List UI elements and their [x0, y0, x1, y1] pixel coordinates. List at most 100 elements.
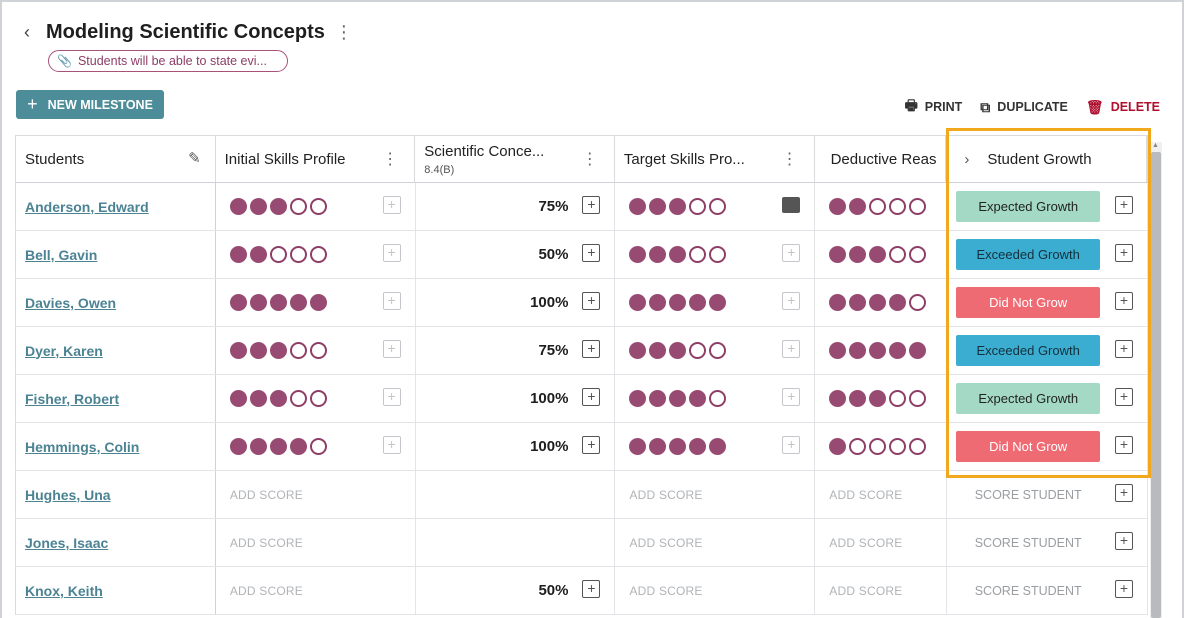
- add-comment-icon[interactable]: +: [1115, 484, 1133, 502]
- initial-skills-cell[interactable]: +: [216, 279, 416, 326]
- deductive-reasoning-cell[interactable]: ADD SCORE: [815, 471, 948, 518]
- add-score-label[interactable]: ADD SCORE: [829, 535, 903, 550]
- rating-dots[interactable]: [829, 294, 927, 311]
- add-comment-icon[interactable]: +: [582, 292, 601, 310]
- student-growth-cell[interactable]: Exceeded Growth +: [947, 327, 1148, 374]
- pencil-icon[interactable]: ✎: [188, 150, 201, 167]
- deductive-reasoning-cell[interactable]: [815, 279, 948, 326]
- rating-dots[interactable]: [629, 438, 727, 455]
- rating-dots[interactable]: [829, 342, 927, 359]
- student-name-link[interactable]: Hughes, Una: [25, 486, 111, 503]
- add-comment-icon[interactable]: +: [782, 340, 801, 358]
- add-score-label[interactable]: ADD SCORE: [229, 535, 303, 550]
- deductive-reasoning-cell[interactable]: [815, 183, 948, 230]
- target-skills-cell[interactable]: +: [615, 279, 816, 326]
- delete-button[interactable]: 🗑 DELETE: [1086, 95, 1160, 119]
- add-score-label[interactable]: ADD SCORE: [229, 487, 303, 502]
- student-name-link[interactable]: Hemmings, Colin: [25, 438, 140, 455]
- rating-dots[interactable]: [829, 246, 927, 263]
- add-comment-icon[interactable]: +: [582, 340, 601, 358]
- student-name-link[interactable]: Anderson, Edward: [25, 198, 149, 215]
- deductive-reasoning-cell[interactable]: [815, 375, 948, 422]
- rating-dots[interactable]: [229, 246, 327, 263]
- growth-badge[interactable]: Did Not Grow: [956, 287, 1101, 318]
- initial-skills-cell[interactable]: ADD SCORE: [216, 519, 416, 566]
- add-comment-icon[interactable]: +: [382, 292, 401, 310]
- initial-skills-cell[interactable]: +: [216, 327, 416, 374]
- add-score-label[interactable]: ADD SCORE: [229, 583, 303, 598]
- deductive-reasoning-cell[interactable]: ADD SCORE: [815, 519, 948, 566]
- student-growth-cell[interactable]: Exceeded Growth +: [947, 231, 1148, 278]
- add-comment-icon[interactable]: +: [1115, 532, 1133, 550]
- rating-dots[interactable]: [629, 342, 727, 359]
- initial-skills-cell[interactable]: +: [216, 183, 416, 230]
- student-name-link[interactable]: Fisher, Robert: [25, 390, 120, 407]
- add-comment-icon[interactable]: +: [382, 340, 401, 358]
- scientific-concepts-cell[interactable]: 50% +: [416, 567, 616, 614]
- add-comment-icon[interactable]: +: [382, 436, 401, 454]
- target-skills-cell[interactable]: +: [615, 327, 816, 374]
- chevron-right-icon[interactable]: ›: [964, 150, 970, 168]
- target-skills-cell[interactable]: ADD SCORE: [615, 567, 816, 614]
- rating-dots[interactable]: [629, 294, 727, 311]
- deductive-reasoning-cell[interactable]: [815, 327, 948, 374]
- title-menu-icon[interactable]: ⋮: [334, 21, 353, 42]
- student-name-link[interactable]: Knox, Keith: [25, 582, 103, 599]
- deductive-reasoning-cell[interactable]: [815, 231, 948, 278]
- student-growth-cell[interactable]: Expected Growth +: [947, 375, 1148, 422]
- initial-skills-cell[interactable]: +: [216, 423, 416, 470]
- add-comment-icon[interactable]: +: [582, 244, 601, 262]
- add-score-label[interactable]: ADD SCORE: [629, 535, 703, 550]
- scientific-concepts-cell[interactable]: [416, 471, 616, 518]
- scientific-concepts-cell[interactable]: 75% +: [416, 327, 616, 374]
- column-menu-icon[interactable]: ⋮: [781, 151, 798, 168]
- vertical-scrollbar[interactable]: ▲: [1150, 142, 1162, 618]
- student-growth-cell[interactable]: SCORE STUDENT +: [947, 471, 1148, 518]
- rating-dots[interactable]: [829, 198, 927, 215]
- student-growth-cell[interactable]: SCORE STUDENT +: [947, 567, 1148, 614]
- col-header-deductive[interactable]: Deductive Reas: [815, 136, 947, 182]
- rating-dots[interactable]: [829, 438, 927, 455]
- target-skills-cell[interactable]: +: [615, 375, 816, 422]
- standard-pill[interactable]: 📎 Students will be able to state evi...: [48, 50, 288, 72]
- column-menu-icon[interactable]: ⋮: [581, 151, 598, 168]
- col-header-student-growth[interactable]: › Student Growth: [946, 136, 1147, 182]
- student-name-link[interactable]: Dyer, Karen: [25, 342, 103, 359]
- add-score-label[interactable]: ADD SCORE: [829, 487, 903, 502]
- add-score-label[interactable]: ADD SCORE: [629, 583, 703, 598]
- add-comment-icon[interactable]: +: [382, 196, 401, 214]
- initial-skills-cell[interactable]: +: [216, 231, 416, 278]
- growth-badge[interactable]: Exceeded Growth: [956, 335, 1101, 366]
- add-comment-icon[interactable]: +: [1115, 196, 1133, 214]
- rating-dots[interactable]: [229, 294, 327, 311]
- student-name-link[interactable]: Davies, Owen: [25, 294, 117, 311]
- target-skills-cell[interactable]: [615, 183, 816, 230]
- target-skills-cell[interactable]: ADD SCORE: [615, 519, 816, 566]
- scientific-concepts-cell[interactable]: 75% +: [416, 183, 616, 230]
- add-comment-icon[interactable]: +: [782, 244, 801, 262]
- deductive-reasoning-cell[interactable]: [815, 423, 948, 470]
- comment-icon[interactable]: [782, 197, 801, 213]
- student-growth-cell[interactable]: Did Not Grow +: [947, 423, 1148, 470]
- rating-dots[interactable]: [229, 438, 327, 455]
- add-comment-icon[interactable]: +: [1115, 388, 1133, 406]
- growth-badge[interactable]: Exceeded Growth: [956, 239, 1101, 270]
- target-skills-cell[interactable]: +: [615, 423, 816, 470]
- student-growth-cell[interactable]: Did Not Grow +: [947, 279, 1148, 326]
- student-name-link[interactable]: Jones, Isaac: [25, 534, 109, 551]
- back-chevron-icon[interactable]: ‹: [24, 21, 30, 42]
- student-growth-cell[interactable]: SCORE STUDENT +: [947, 519, 1148, 566]
- deductive-reasoning-cell[interactable]: ADD SCORE: [815, 567, 948, 614]
- add-comment-icon[interactable]: +: [582, 580, 601, 598]
- add-comment-icon[interactable]: +: [382, 388, 401, 406]
- add-comment-icon[interactable]: +: [782, 292, 801, 310]
- add-score-label[interactable]: ADD SCORE: [829, 583, 903, 598]
- rating-dots[interactable]: [629, 246, 727, 263]
- rating-dots[interactable]: [629, 390, 727, 407]
- add-comment-icon[interactable]: +: [782, 388, 801, 406]
- initial-skills-cell[interactable]: ADD SCORE: [216, 567, 416, 614]
- scientific-concepts-cell[interactable]: 100% +: [416, 279, 616, 326]
- add-comment-icon[interactable]: +: [1115, 580, 1133, 598]
- add-comment-icon[interactable]: +: [1115, 292, 1133, 310]
- column-menu-icon[interactable]: ⋮: [382, 151, 399, 168]
